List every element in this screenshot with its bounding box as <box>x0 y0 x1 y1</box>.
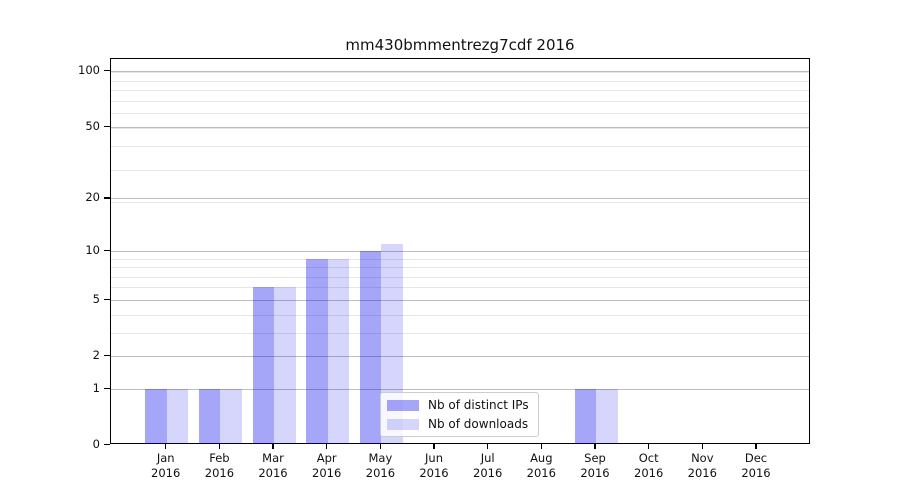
minor-gridline <box>111 314 809 316</box>
x-axis-tick-label: Jun 2016 <box>419 451 449 480</box>
y-axis-tick <box>104 70 110 72</box>
minor-gridline <box>111 72 809 73</box>
y-axis-tick-label: 2 <box>92 348 100 362</box>
bar-downloads <box>596 388 618 444</box>
x-axis-tick <box>326 444 328 449</box>
minor-gridline <box>111 169 809 171</box>
legend-swatch-downloads <box>387 418 419 430</box>
x-axis-tick-label: Dec 2016 <box>741 451 771 480</box>
major-gridline <box>111 126 809 128</box>
bar-distinct-ips <box>574 388 596 444</box>
x-axis-tick <box>487 444 489 449</box>
legend-swatch-distinct-ips <box>387 399 419 411</box>
minor-gridline <box>111 258 809 260</box>
x-axis-tick-label: Feb 2016 <box>204 451 235 480</box>
x-axis-tick-label: Aug 2016 <box>526 451 556 480</box>
legend-item-distinct-ips: Nb of distinct IPs <box>387 397 529 413</box>
chart-title: mm430bmmentrezg7cdf 2016 <box>345 36 575 54</box>
x-axis-tick <box>594 444 596 449</box>
x-axis-tick <box>701 444 703 449</box>
x-axis-tick <box>540 444 542 449</box>
y-axis-tick-label: 5 <box>92 291 100 306</box>
minor-gridline <box>111 80 809 82</box>
minor-gridline <box>111 146 809 148</box>
x-axis-tick-label: Oct 2016 <box>634 451 664 480</box>
minor-gridline <box>111 100 809 102</box>
major-gridline <box>111 250 809 252</box>
y-axis-tick <box>104 125 110 127</box>
minor-gridline <box>111 128 809 130</box>
x-axis-tick-label: Apr 2016 <box>312 451 342 480</box>
minor-gridline <box>111 113 809 115</box>
plot-area <box>110 58 810 444</box>
y-axis-tick <box>104 197 110 199</box>
bar-downloads <box>220 388 242 444</box>
y-axis-tick <box>104 444 110 446</box>
y-axis-tick <box>104 298 110 301</box>
bar-distinct-ips <box>198 388 221 444</box>
bar-distinct-ips <box>306 258 328 444</box>
bar-distinct-ips <box>145 388 167 444</box>
y-axis-tick-label: 0 <box>92 437 100 451</box>
x-axis-tick <box>755 444 757 449</box>
y-axis-tick-label: 50 <box>85 118 100 133</box>
legend-item-downloads: Nb of downloads <box>387 416 529 432</box>
major-gridline <box>111 71 809 73</box>
x-axis-tick <box>218 444 220 449</box>
y-axis-tick-label: 20 <box>85 190 100 205</box>
major-gridline <box>111 198 809 200</box>
minor-gridline <box>111 202 809 204</box>
minor-gridline <box>111 276 809 278</box>
major-gridline <box>111 299 809 301</box>
x-axis-tick <box>379 444 381 449</box>
minor-gridline <box>111 90 809 92</box>
legend-label-distinct-ips: Nb of distinct IPs <box>428 398 529 412</box>
x-axis-tick <box>272 444 274 449</box>
bar-downloads <box>274 287 296 444</box>
x-axis-tick-label: May 2016 <box>365 451 396 480</box>
x-axis-tick <box>433 444 435 449</box>
legend: Nb of distinct IPs Nb of downloads <box>380 392 539 437</box>
x-axis-tick <box>165 444 167 449</box>
bar-distinct-ips <box>252 287 274 444</box>
x-axis-tick-label: Jul 2016 <box>473 451 503 480</box>
y-axis-tick <box>104 387 110 390</box>
minor-gridline <box>111 287 809 289</box>
y-axis-tick-label: 10 <box>85 242 100 257</box>
y-axis-tick <box>104 249 110 251</box>
minor-gridline <box>111 332 809 334</box>
y-axis-tick <box>104 355 110 357</box>
x-axis-tick-label: Mar 2016 <box>258 451 288 480</box>
major-gridline <box>111 356 809 357</box>
y-axis-tick-label: 1 <box>92 380 100 395</box>
bar-downloads <box>327 258 350 444</box>
minor-gridline <box>111 267 809 268</box>
bar-downloads <box>166 388 189 444</box>
x-axis-tick <box>648 444 650 449</box>
x-axis-tick-label: Nov 2016 <box>687 451 717 480</box>
bar-distinct-ips <box>359 250 382 444</box>
y-axis-tick-label: 100 <box>78 63 100 78</box>
x-axis-tick-label: Sep 2016 <box>580 451 610 480</box>
x-axis-tick-label: Jan 2016 <box>151 451 181 480</box>
major-gridline <box>111 388 809 390</box>
legend-label-downloads: Nb of downloads <box>428 417 529 431</box>
